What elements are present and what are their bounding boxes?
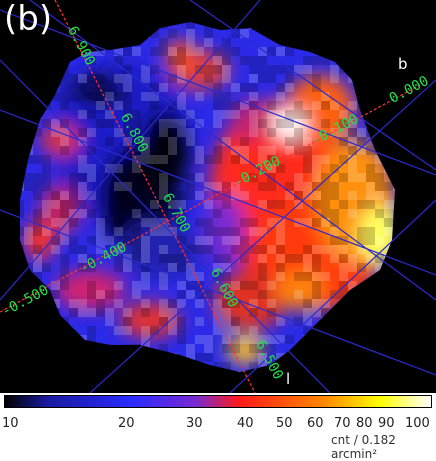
colorbar-tick: 100: [405, 416, 430, 431]
emission-map: [20, 22, 395, 372]
colorbar-tick: 60: [307, 416, 324, 431]
galactic-axes: [0, 0, 421, 393]
colorbar-unit-label: cnt / 0.182 arcmin²: [331, 433, 396, 461]
colorbar-tick: 30: [186, 416, 203, 431]
intensity-map-panel: (b) b l 6.900 6.800 6.700 6.600 6.500 0.…: [0, 0, 436, 393]
colorbar-tick: 40: [237, 416, 254, 431]
colorbar-tick: 10: [2, 416, 19, 431]
colorbar: [4, 395, 432, 408]
colorbar-tick: 90: [378, 416, 395, 431]
colorbar-tick: 50: [276, 416, 293, 431]
colorbar-tick: 20: [118, 416, 135, 431]
intensity-map: [0, 0, 436, 393]
colorbar-tick: 70: [334, 416, 351, 431]
coordinate-grid: [0, 0, 436, 393]
colorbar-tick: 80: [356, 416, 373, 431]
axis-letter-b: b: [398, 55, 408, 73]
panel-label: (b): [4, 0, 53, 39]
axis-letter-l: l: [286, 370, 291, 388]
